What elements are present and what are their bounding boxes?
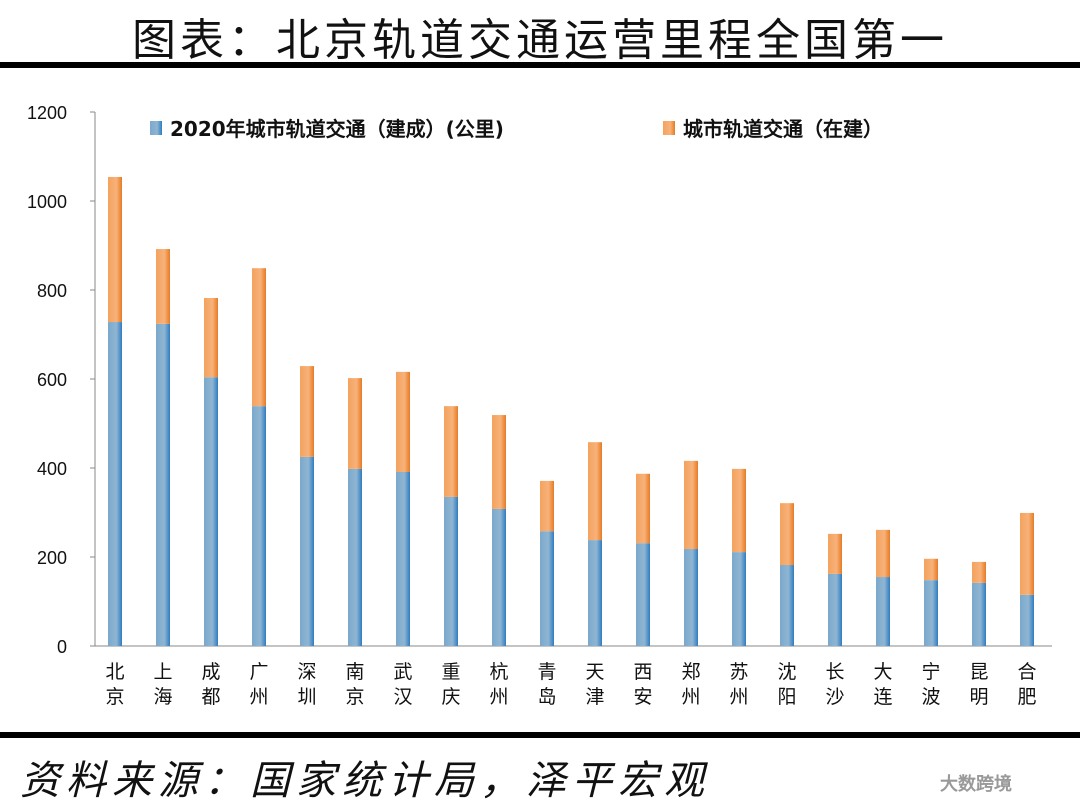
- bar-under-construction-11: [636, 473, 650, 544]
- x-tick-label: 苏: [729, 661, 748, 683]
- bar-built-18: [972, 582, 986, 646]
- x-tick-label: 杭: [489, 661, 508, 683]
- bar-built-5: [348, 468, 362, 646]
- bar-under-construction-16: [876, 529, 890, 578]
- bar-built-1: [156, 323, 170, 646]
- x-tick-label: 京: [105, 686, 124, 708]
- bar-built-7: [444, 496, 458, 646]
- bar-under-construction-2: [204, 298, 218, 378]
- bar-built-17: [924, 580, 938, 646]
- x-tick-label: 州: [249, 686, 268, 708]
- bar-built-19: [1020, 594, 1034, 646]
- x-tick-label: 州: [681, 686, 700, 708]
- bar-built-0: [108, 322, 122, 646]
- legend-swatch: [150, 121, 162, 135]
- bar-built-15: [828, 573, 842, 646]
- x-tick-label: 重: [441, 661, 460, 683]
- bar-under-construction-18: [972, 561, 986, 583]
- bar-under-construction-0: [108, 176, 122, 323]
- bar-built-9: [540, 531, 554, 646]
- x-tick-label: 上: [153, 661, 172, 683]
- x-tick-label: 沈: [777, 661, 796, 683]
- x-tick-label: 天: [585, 661, 604, 683]
- x-tick-label: 州: [489, 686, 508, 708]
- legend-label: 城市轨道交通（在建）: [683, 117, 883, 141]
- bar-under-construction-17: [924, 558, 938, 581]
- bar-built-12: [684, 548, 698, 646]
- x-tick-label: 阳: [777, 686, 796, 708]
- x-tick-label: 南: [345, 661, 364, 683]
- bar-under-construction-4: [300, 366, 314, 457]
- y-tick-label: 1000: [27, 192, 67, 212]
- bar-built-8: [492, 508, 506, 646]
- x-tick-label: 海: [153, 686, 172, 708]
- bar-under-construction-7: [444, 406, 458, 497]
- x-tick-label: 广: [249, 661, 268, 683]
- bar-under-construction-14: [780, 503, 794, 566]
- x-tick-label: 肥: [1017, 686, 1036, 708]
- x-tick-label: 安: [633, 686, 652, 708]
- y-tick-label: 0: [57, 637, 67, 657]
- page-title: 图表：北京轨道交通运营里程全国第一: [132, 15, 948, 66]
- x-tick-label: 明: [969, 686, 988, 708]
- bar-under-construction-1: [156, 249, 170, 324]
- x-tick-label: 合: [1017, 661, 1036, 683]
- source-note: 资料来源：国家统计局，泽平宏观: [20, 758, 710, 804]
- bar-built-4: [300, 456, 314, 646]
- bar-built-6: [396, 472, 410, 646]
- x-tick-label: 汉: [393, 686, 412, 708]
- bar-built-16: [876, 577, 890, 646]
- watermark: 大数跨境: [940, 774, 1012, 795]
- bottom-divider: [0, 732, 1080, 738]
- y-tick-label: 600: [37, 370, 67, 390]
- y-tick-label: 400: [37, 459, 67, 479]
- x-tick-label: 郑: [681, 661, 700, 683]
- x-tick-label: 大: [873, 661, 892, 683]
- bar-built-11: [636, 543, 650, 646]
- bar-under-construction-19: [1020, 512, 1034, 595]
- x-tick-label: 庆: [441, 686, 460, 708]
- bar-built-10: [588, 540, 602, 646]
- x-tick-label: 长: [825, 661, 844, 683]
- x-tick-label: 州: [729, 686, 748, 708]
- x-tick-label: 连: [873, 686, 892, 708]
- y-tick-label: 1200: [27, 103, 67, 123]
- bar-under-construction-3: [252, 268, 266, 407]
- x-tick-label: 圳: [297, 686, 316, 708]
- legend-label: 2020年城市轨道交通（建成）(公里): [170, 117, 504, 141]
- bar-under-construction-15: [828, 533, 842, 574]
- x-tick-label: 西: [633, 661, 652, 683]
- bar-under-construction-9: [540, 480, 554, 532]
- top-divider: [0, 62, 1080, 68]
- x-tick-label: 沙: [825, 686, 844, 708]
- x-tick-label: 岛: [537, 686, 556, 708]
- bar-under-construction-5: [348, 378, 362, 469]
- bar-built-3: [252, 406, 266, 646]
- y-tick-label: 200: [37, 548, 67, 568]
- x-tick-label: 成: [201, 661, 220, 683]
- x-tick-label: 青: [537, 661, 556, 683]
- x-tick-label: 武: [393, 661, 412, 683]
- bar-under-construction-10: [588, 442, 602, 541]
- bar-built-13: [732, 552, 746, 646]
- x-tick-label: 津: [585, 686, 604, 708]
- x-tick-label: 京: [345, 686, 364, 708]
- x-tick-label: 昆: [969, 661, 988, 683]
- x-tick-label: 北: [105, 661, 124, 683]
- bar-under-construction-8: [492, 415, 506, 509]
- bar-under-construction-13: [732, 468, 746, 553]
- x-tick-label: 宁: [921, 661, 940, 683]
- x-tick-label: 波: [921, 686, 940, 708]
- bar-under-construction-12: [684, 460, 698, 549]
- bar-under-construction-6: [396, 371, 410, 473]
- bar-built-2: [204, 377, 218, 646]
- y-tick-label: 800: [37, 281, 67, 301]
- x-tick-label: 深: [297, 661, 316, 683]
- legend-swatch: [663, 121, 675, 135]
- x-tick-label: 都: [201, 686, 220, 708]
- bar-built-14: [780, 565, 794, 646]
